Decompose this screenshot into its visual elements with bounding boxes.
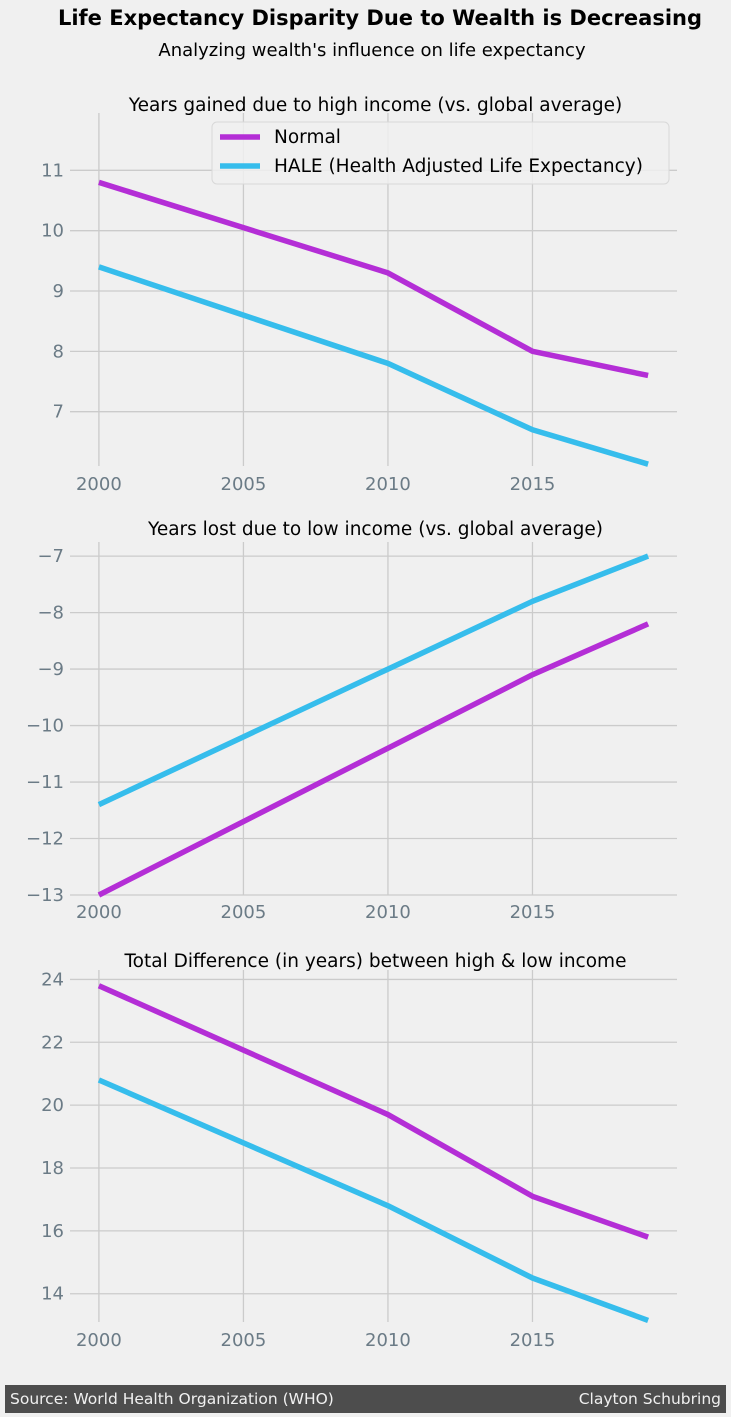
legend-box: [211, 121, 670, 185]
series-line-hale: [97, 1077, 650, 1324]
y-tick-label: 8: [53, 341, 64, 362]
footer-bar: Source: World Health Organization (WHO) …: [5, 1385, 726, 1413]
y-tick-label: 14: [41, 1284, 64, 1305]
legend-label: Normal: [274, 127, 341, 148]
chart-panel-3: 2000 2005 2010 2015 14 16 18 20 22 24 Total Differ…: [41, 951, 677, 1351]
x-tick-label: 2015: [510, 1330, 556, 1351]
x-tick-label: 2005: [221, 902, 267, 923]
y-tick-label: −9: [37, 659, 64, 680]
series-line-hale: [98, 264, 649, 467]
y-tick-label: 18: [41, 1158, 64, 1179]
x-tick-label: 2010: [365, 1330, 411, 1351]
panel-title: Years lost due to low income (vs. global…: [147, 519, 603, 540]
source-text: Source: World Health Organization (WHO): [10, 1390, 334, 1408]
x-tick-label: 2015: [510, 474, 556, 495]
page-title: Life Expectancy Disparity Due to Wealth …: [57, 6, 703, 30]
y-tick-label: −7: [37, 546, 64, 567]
legend: Normal HALE (Health Adjusted Life Expecta…: [211, 121, 670, 185]
y-tick-label: −12: [26, 829, 64, 850]
series-line-normal: [97, 983, 650, 1240]
y-tick-label: 16: [41, 1221, 64, 1242]
y-tick-label: 22: [41, 1032, 64, 1053]
legend-label: HALE (Health Adjusted Life Expectancy): [274, 156, 643, 177]
chart-panel-2: 2000 2005 2010 2015 −13 −12 −11 −10 −9 −8 −7 Years …: [26, 519, 677, 923]
x-tick-label: 2000: [76, 902, 122, 923]
x-tick-label: 2005: [221, 1330, 267, 1351]
y-tick-label: −13: [26, 885, 64, 906]
x-tick-label: 2015: [510, 902, 556, 923]
x-tick-label: 2000: [76, 1330, 122, 1351]
author-text: Clayton Schubring: [578, 1390, 721, 1408]
series-line-normal: [97, 621, 650, 898]
y-tick-label: −10: [26, 716, 64, 737]
x-tick-label: 2010: [365, 474, 411, 495]
panel-title: Years gained due to high income (vs. glo…: [128, 95, 623, 116]
y-tick-label: 24: [41, 969, 64, 990]
panel-title: Total Difference (in years) between high…: [124, 951, 627, 972]
page-subtitle: Analyzing wealth's influence on life exp…: [158, 40, 586, 61]
x-tick-label: 2005: [221, 474, 267, 495]
y-tick-label: 20: [41, 1095, 64, 1116]
series-line-hale: [97, 553, 650, 808]
y-tick-label: −11: [26, 772, 64, 793]
chart-panel-1: 2000 2005 2010 2015 7 8 9 10 11 Years gained due …: [41, 95, 677, 495]
y-tick-label: 7: [53, 402, 64, 423]
y-tick-label: −8: [37, 603, 64, 624]
series-line-normal: [98, 179, 649, 379]
x-tick-label: 2010: [365, 902, 411, 923]
y-tick-label: 11: [41, 160, 64, 181]
y-tick-label: 10: [41, 221, 64, 242]
y-tick-label: 9: [53, 281, 64, 302]
x-tick-label: 2000: [76, 474, 122, 495]
